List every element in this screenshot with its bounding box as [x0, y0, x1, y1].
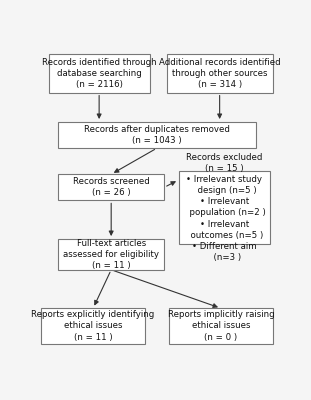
FancyBboxPatch shape	[58, 174, 164, 200]
FancyBboxPatch shape	[167, 54, 273, 93]
FancyBboxPatch shape	[58, 122, 256, 148]
Text: Additional records identified
through other sources
(n = 314 ): Additional records identified through ot…	[159, 58, 281, 89]
Text: Reports explicitly identifying
ethical issues
(n = 11 ): Reports explicitly identifying ethical i…	[31, 310, 155, 342]
Text: Records excluded
(n = 15 )
• Irrelevant study
  design (n=5 )
• Irrelevant
  pop: Records excluded (n = 15 ) • Irrelevant …	[183, 153, 265, 262]
FancyBboxPatch shape	[169, 308, 273, 344]
FancyBboxPatch shape	[179, 171, 270, 244]
Text: Full-text articles
assessed for eligibility
(n = 11 ): Full-text articles assessed for eligibil…	[63, 239, 159, 270]
Text: Records screened
(n = 26 ): Records screened (n = 26 )	[73, 177, 150, 198]
FancyBboxPatch shape	[49, 54, 150, 93]
FancyBboxPatch shape	[41, 308, 145, 344]
Text: Records after duplicates removed
(n = 1043 ): Records after duplicates removed (n = 10…	[84, 125, 230, 145]
Text: Reports implicitly raising
ethical issues
(n = 0 ): Reports implicitly raising ethical issue…	[168, 310, 274, 342]
FancyBboxPatch shape	[58, 239, 164, 270]
Text: Records identified through
database searching
(n = 2116): Records identified through database sear…	[42, 58, 156, 89]
